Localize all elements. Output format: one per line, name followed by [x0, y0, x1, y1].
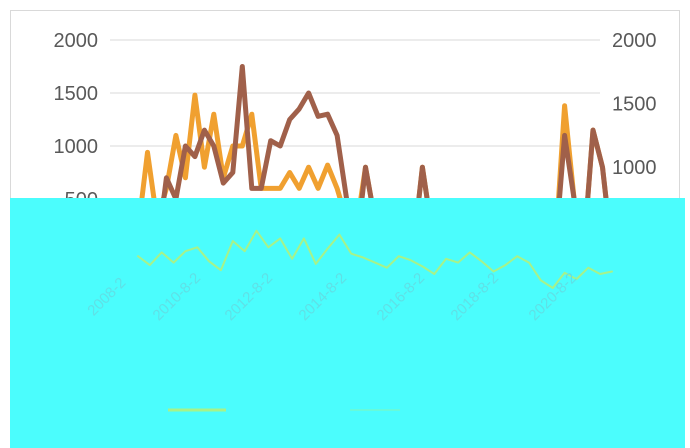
left-tick-label: 2000: [54, 30, 99, 52]
left-tick-label: 1500: [54, 83, 99, 105]
right-tick-label: 2000: [612, 30, 657, 52]
right-tick-label: 1000: [612, 157, 657, 179]
overlay-band: [10, 198, 685, 448]
right-tick-label: 1500: [612, 94, 657, 116]
overlay-series: [137, 229, 613, 289]
left-tick-label: 1000: [54, 136, 99, 158]
